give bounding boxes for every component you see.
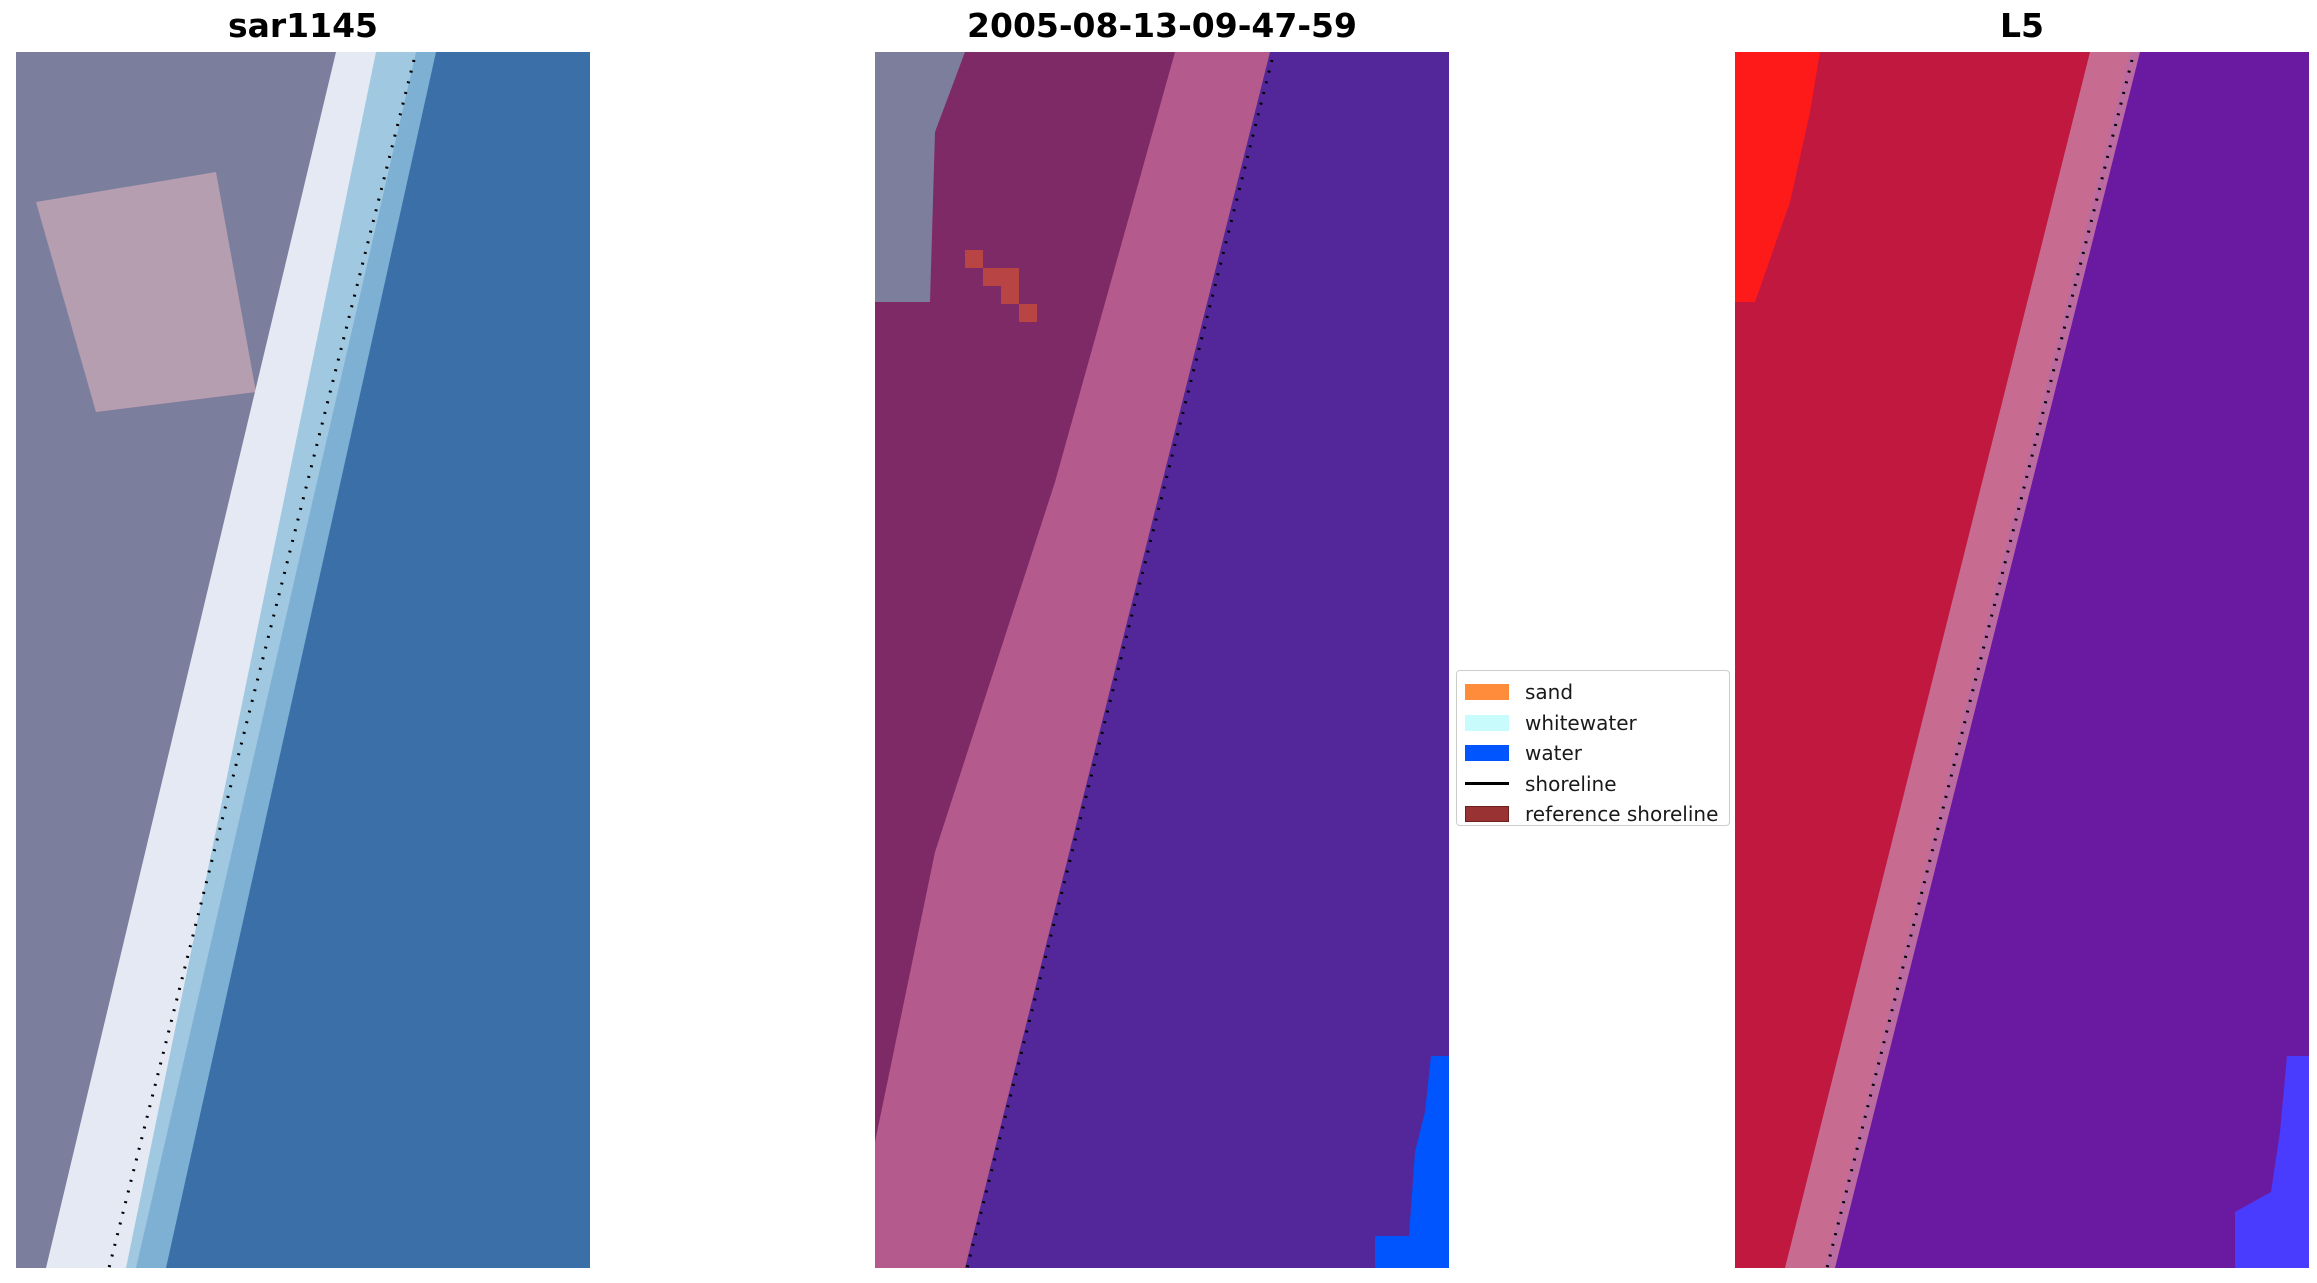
- panel-title-classification: 2005-08-13-09-47-59: [967, 6, 1357, 45]
- legend-item-water: water: [1465, 738, 1721, 769]
- reference-shoreline-cell: [1019, 304, 1037, 322]
- whitewater-swatch: [1465, 714, 1509, 731]
- class-water-edge: [1375, 1056, 1449, 1268]
- index-high-patch: [1735, 52, 1820, 302]
- index-panel: [1735, 52, 2309, 1268]
- classification-image: [875, 52, 1449, 1268]
- rgb-surf-band: [126, 52, 436, 1268]
- reference-shoreline-swatch: [1465, 806, 1509, 823]
- legend-item-shoreline: shoreline: [1465, 769, 1721, 800]
- class-unclassified-patch: [875, 52, 965, 302]
- legend-label-whitewater: whitewater: [1525, 710, 1637, 735]
- legend-item-whitewater: whitewater: [1465, 708, 1721, 739]
- classification-panel: [875, 52, 1449, 1268]
- water-swatch: [1465, 745, 1509, 762]
- legend-item-reference-shoreline: reference shoreline: [1465, 799, 1721, 830]
- class-beach-band: [875, 52, 1270, 1268]
- sand-swatch: [1465, 684, 1509, 701]
- rgb-image-panel: [16, 52, 590, 1268]
- legend-label-water: water: [1525, 741, 1582, 766]
- rgb-image: [16, 52, 590, 1268]
- legend-label-shoreline: shoreline: [1525, 771, 1617, 796]
- index-image: [1735, 52, 2309, 1268]
- shoreline-swatch: [1465, 782, 1509, 786]
- index-water-edge: [2235, 1056, 2309, 1268]
- index-transition-band: [1785, 52, 2140, 1268]
- rgb-bright-patch: [36, 172, 256, 412]
- reference-shoreline-cell: [965, 250, 983, 268]
- legend: sand whitewater water shoreline referenc…: [1456, 670, 1730, 826]
- legend-label-sand: sand: [1525, 680, 1574, 705]
- reference-shoreline-cell: [1001, 286, 1019, 304]
- panel-title-rgb: sar1145: [227, 6, 379, 45]
- legend-label-reference-shoreline: reference shoreline: [1525, 802, 1719, 827]
- legend-item-sand: sand: [1465, 677, 1721, 708]
- reference-shoreline-cell: [983, 268, 1019, 286]
- panel-title-index: L5: [2000, 6, 2044, 45]
